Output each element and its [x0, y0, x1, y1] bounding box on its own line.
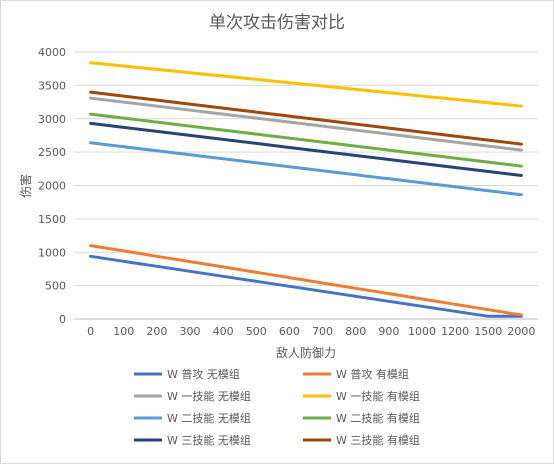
- series-line: [89, 112, 523, 168]
- x-tick-label: 300: [180, 325, 201, 338]
- y-tick-label: 4000: [38, 46, 66, 59]
- y-axis-ticks: 0 500 1000 1500 2000 2500 3000 3500 4000: [38, 46, 66, 326]
- x-tick-label: 1200: [441, 325, 469, 338]
- x-tick-label: 600: [279, 325, 300, 338]
- x-axis-title: 敌人防御力: [276, 345, 336, 360]
- legend-label: W 普攻 无模组: [167, 367, 240, 381]
- x-tick-label: 900: [378, 325, 399, 338]
- x-tick-label: 1500: [474, 325, 502, 338]
- x-axis-ticks: 0 100 200 300 400 500 600 700 800 900 1000 1200 1500…: [87, 325, 535, 338]
- y-tick-label: 500: [45, 280, 66, 293]
- chart-title: 单次攻击伤害对比: [209, 13, 345, 33]
- y-tick-label: 0: [59, 313, 66, 326]
- series-line: [89, 96, 523, 152]
- series-line: [89, 244, 523, 317]
- x-tick-label: 0: [87, 325, 94, 338]
- y-tick-label: 3500: [38, 79, 66, 92]
- legend-label: W 三技能 有模组: [336, 433, 420, 447]
- legend-label: W 二技能 无模组: [167, 411, 251, 425]
- x-tick-label: 2000: [507, 325, 535, 338]
- legend-label: W 二技能 有模组: [336, 411, 420, 425]
- x-tick-label: 200: [146, 325, 167, 338]
- x-tick-label: 700: [312, 325, 333, 338]
- y-tick-label: 1000: [38, 246, 66, 259]
- legend-label: W 一技能 有模组: [336, 389, 420, 403]
- y-tick-label: 2500: [38, 146, 66, 159]
- series-line: [89, 61, 523, 108]
- legend-label: W 一技能 无模组: [167, 389, 251, 403]
- series-line: [89, 121, 523, 177]
- series-line: [89, 141, 523, 197]
- x-tick-label: 400: [213, 325, 234, 338]
- y-tick-label: 2000: [38, 180, 66, 193]
- gridlines: [74, 51, 538, 320]
- y-tick-label: 3000: [38, 113, 66, 126]
- legend-label: W 三技能 无模组: [167, 433, 251, 447]
- x-tick-label: 500: [246, 325, 267, 338]
- x-tick-label: 800: [345, 325, 366, 338]
- series-line: [89, 254, 523, 318]
- legend-label: W 普攻 有模组: [336, 367, 409, 381]
- x-tick-label: 100: [113, 325, 134, 338]
- legend: W 普攻 无模组 W 普攻 有模组 W 一技能 无模组 W 一技能 有模组 W 二技能 …: [134, 367, 420, 447]
- series-line: [89, 90, 523, 146]
- series-lines: [89, 61, 523, 318]
- y-axis-title: 伤害: [18, 174, 33, 198]
- y-tick-label: 1500: [38, 213, 66, 226]
- x-tick-label: 1000: [408, 325, 436, 338]
